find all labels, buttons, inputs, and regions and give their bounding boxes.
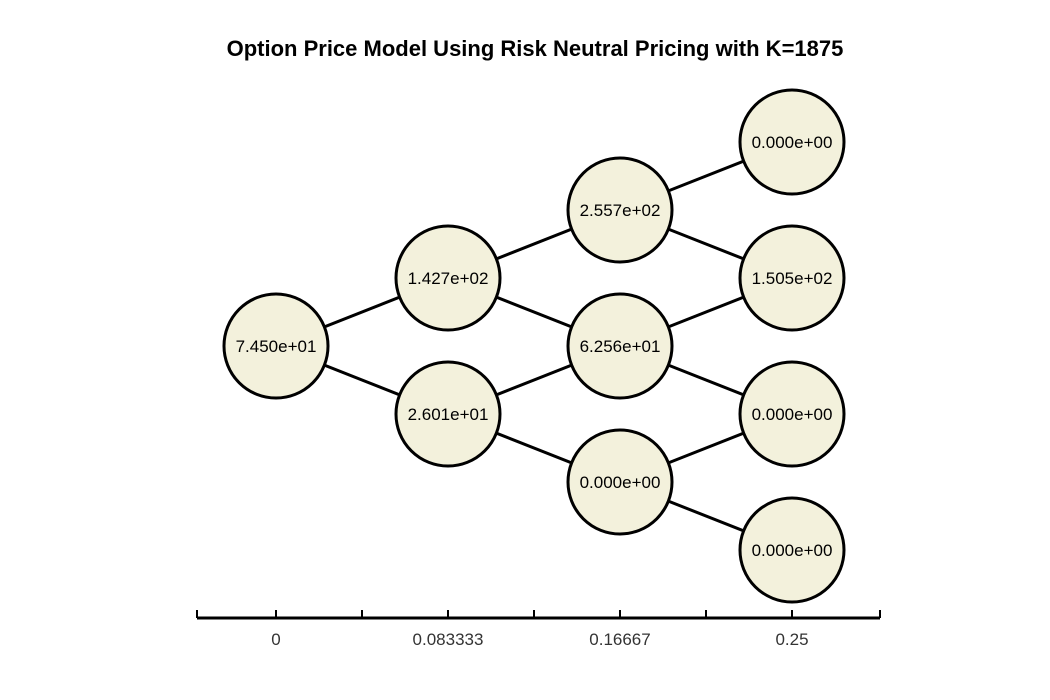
- tree-node: 2.601e+01: [394, 360, 502, 468]
- node-circle: [738, 88, 846, 196]
- tree-node: 0.000e+00: [738, 360, 846, 468]
- tree-edges: [275, 140, 793, 552]
- node-value: 1.427e+02: [408, 269, 489, 288]
- diagram-title: Option Price Model Using Risk Neutral Pr…: [226, 36, 844, 61]
- node-circle: [738, 224, 846, 332]
- axis-tick-label: 0.083333: [413, 630, 484, 649]
- tree-node: 2.557e+02: [566, 156, 674, 264]
- tree-node: 0.000e+00: [738, 88, 846, 196]
- node-circle: [394, 360, 502, 468]
- node-value: 2.557e+02: [580, 201, 661, 220]
- node-circle: [738, 360, 846, 468]
- tree-node: 0.000e+00: [738, 496, 846, 604]
- tree-node: 0.000e+00: [566, 428, 674, 536]
- node-circle: [566, 156, 674, 264]
- tree-nodes: 7.450e+01 1.427e+02 2.601e+01 2.557e+02 6.25…: [222, 88, 846, 604]
- node-value: 2.601e+01: [408, 405, 489, 424]
- node-circle: [222, 292, 330, 400]
- node-circle: [566, 428, 674, 536]
- node-value: 0.000e+00: [752, 133, 833, 152]
- node-value: 7.450e+01: [236, 337, 317, 356]
- axis-tick-label: 0.16667: [589, 630, 650, 649]
- time-axis: 0 0.083333 0.16667 0.25: [196, 610, 881, 649]
- node-circle: [738, 496, 846, 604]
- axis-tick-label: 0: [271, 630, 280, 649]
- tree-node: 1.505e+02: [738, 224, 846, 332]
- tree-node: 7.450e+01: [222, 292, 330, 400]
- node-value: 6.256e+01: [580, 337, 661, 356]
- node-circle: [566, 292, 674, 400]
- node-value: 0.000e+00: [752, 541, 833, 560]
- node-circle: [394, 224, 502, 332]
- node-value: 0.000e+00: [580, 473, 661, 492]
- node-value: 0.000e+00: [752, 405, 833, 424]
- tree-node: 1.427e+02: [394, 224, 502, 332]
- axis-ticks: 0 0.083333 0.16667 0.25: [196, 610, 881, 649]
- axis-tick-label: 0.25: [775, 630, 808, 649]
- node-value: 1.505e+02: [752, 269, 833, 288]
- tree-node: 6.256e+01: [566, 292, 674, 400]
